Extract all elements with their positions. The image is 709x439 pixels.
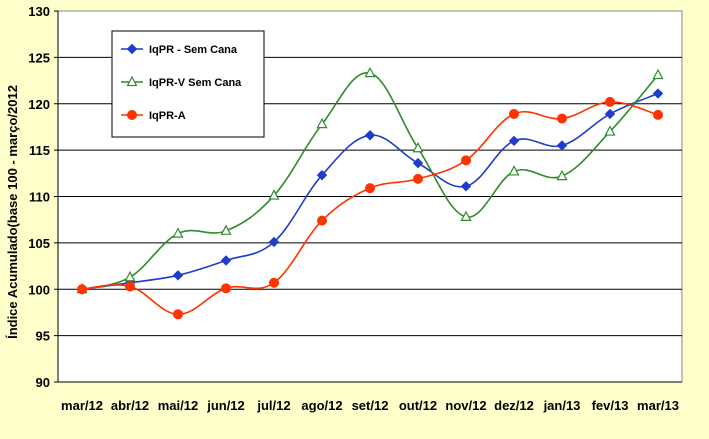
y-tick-label: 110 (29, 190, 50, 205)
data-point (172, 270, 184, 281)
data-point (508, 135, 520, 147)
x-tick-label: dez/12 (494, 398, 534, 413)
x-tick-label: ago/12 (301, 398, 342, 413)
series-1 (76, 88, 664, 295)
x-tick-label: mar/12 (61, 398, 103, 413)
data-point (652, 88, 664, 99)
data-point (316, 169, 328, 181)
data-point (604, 108, 616, 120)
legend-label: IqPR-A (149, 110, 186, 122)
legend-marker (127, 110, 137, 120)
data-point (461, 155, 471, 166)
x-tick-label: jun/12 (206, 398, 245, 413)
data-point (412, 141, 424, 153)
data-point (221, 283, 231, 294)
legend-label: IqPR-V Sem Cana (149, 77, 242, 89)
x-tick-label: nov/12 (445, 398, 486, 413)
y-tick-label: 90 (36, 375, 50, 390)
x-tick-label: mai/12 (158, 398, 198, 413)
legend-marker (126, 43, 138, 55)
data-point (124, 270, 136, 282)
y-axis-ticks: 90 95 100 105 110 115 120 125 130 (28, 4, 59, 390)
data-point (172, 227, 184, 238)
data-point (605, 96, 615, 107)
data-point (316, 117, 328, 129)
data-point (364, 66, 376, 78)
data-point (460, 181, 472, 192)
y-tick-label: 120 (28, 97, 50, 112)
data-point (269, 277, 279, 288)
y-tick-label: 100 (28, 282, 50, 297)
legend-label: IqPR - Sem Cana (149, 44, 238, 56)
data-point (220, 255, 232, 266)
x-tick-label: set/12 (352, 398, 389, 413)
data-point (125, 281, 135, 292)
data-point (556, 140, 568, 151)
series-layer (76, 66, 664, 320)
legend: IqPR - Sem Cana IqPR-V Sem Cana IqPR-A (111, 30, 265, 138)
data-point (604, 125, 616, 136)
data-point (508, 165, 520, 176)
data-point (77, 284, 87, 295)
data-point (653, 109, 663, 120)
x-tick-label: jul/12 (256, 398, 290, 413)
x-axis-ticks: mar/12 abr/12 mai/12 jun/12 jul/12 ago/12 set/… (58, 381, 682, 413)
data-point (365, 183, 375, 194)
data-point (173, 309, 183, 320)
data-point (364, 130, 376, 141)
y-tick-label: 105 (28, 236, 50, 251)
legend-marker (126, 75, 138, 87)
series-3 (77, 96, 663, 320)
data-point (652, 68, 664, 80)
x-tick-label: fev/13 (592, 398, 629, 413)
y-tick-label: 115 (29, 143, 50, 158)
x-tick-label: out/12 (399, 398, 437, 413)
x-tick-label: abr/12 (111, 398, 149, 413)
y-tick-label: 125 (28, 50, 50, 65)
data-point (268, 236, 280, 248)
x-tick-label: jan/13 (543, 398, 581, 413)
data-point (317, 215, 327, 226)
data-point (268, 189, 280, 200)
y-tick-label: 95 (36, 329, 50, 344)
data-point (412, 157, 424, 169)
y-axis-label: Índice Acumulado(base 100 - março/2012 (5, 85, 20, 339)
data-point (413, 173, 423, 184)
data-point (556, 169, 568, 181)
data-point (220, 224, 232, 235)
series-2 (76, 66, 664, 294)
data-point (557, 113, 567, 124)
x-tick-label: mar/13 (637, 398, 679, 413)
data-point (509, 108, 519, 119)
y-tick-label: 130 (28, 4, 50, 19)
data-point (460, 210, 472, 222)
